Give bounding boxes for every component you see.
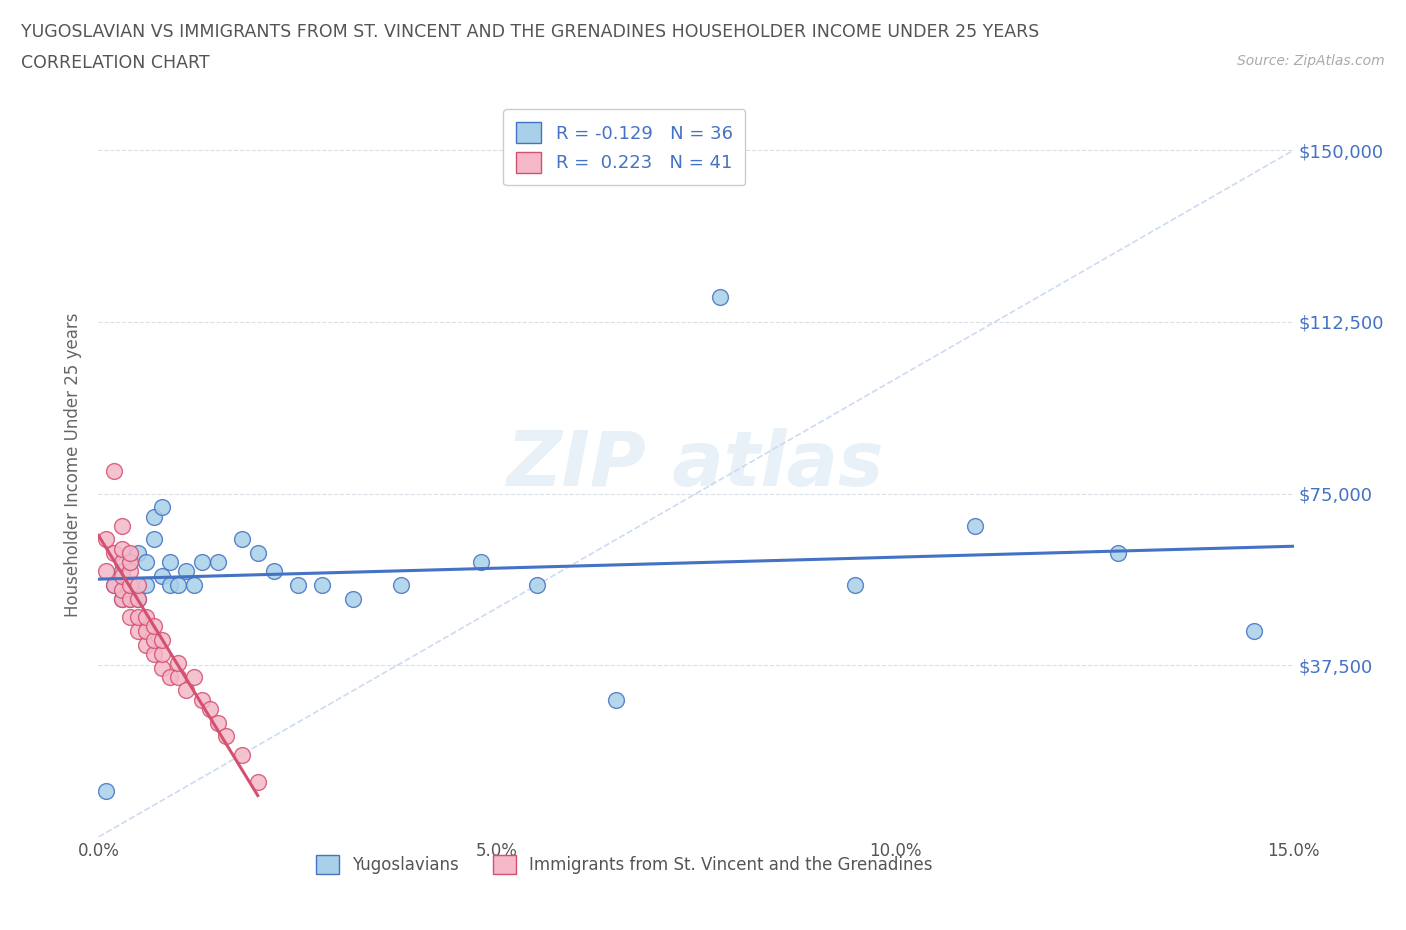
Point [167,578,190,592]
Legend: Yugoslavians, Immigrants from St. Vincent and the Grenadines: Yugoslavians, Immigrants from St. Vincen… [309,848,939,881]
Point [135,637,157,652]
Point [111,518,134,533]
Point [135,578,157,592]
Point [127,578,149,592]
Point [159,555,181,570]
Point [150,500,173,515]
Point [263,564,285,578]
Point [111,582,134,597]
Point [111,568,134,583]
Point [470,555,492,570]
Point [174,683,197,698]
Point [111,564,134,578]
Point [143,646,166,661]
Point [120,610,142,625]
Point [198,701,221,716]
Text: YUGOSLAVIAN VS IMMIGRANTS FROM ST. VINCENT AND THE GRENADINES HOUSEHOLDER INCOME: YUGOSLAVIAN VS IMMIGRANTS FROM ST. VINCE… [21,23,1039,41]
Point [127,546,149,561]
Point [844,578,866,592]
Point [103,578,125,592]
Point [120,578,142,592]
Point [127,623,149,638]
Point [231,532,253,547]
Point [127,591,149,606]
Point [150,568,173,583]
Point [96,784,118,799]
Point [143,619,166,634]
Point [120,591,142,606]
Point [207,555,229,570]
Point [103,463,125,478]
Point [183,578,205,592]
Point [120,564,142,578]
Point [111,591,134,606]
Point [526,578,548,592]
Text: CORRELATION CHART: CORRELATION CHART [21,54,209,72]
Point [127,610,149,625]
Point [246,775,269,790]
Point [111,541,134,556]
Point [120,546,142,561]
Point [143,632,166,647]
Point [111,591,134,606]
Point [103,578,125,592]
Point [159,578,181,592]
Point [96,564,118,578]
Point [135,555,157,570]
Point [207,715,229,730]
Point [135,610,157,625]
Point [311,578,333,592]
Point [167,656,190,671]
Point [120,555,142,570]
Point [389,578,412,592]
Point [159,670,181,684]
Point [215,729,238,744]
Point [963,518,986,533]
Point [342,591,364,606]
Point [605,692,627,707]
Point [231,747,253,762]
Point [191,555,214,570]
Point [191,692,214,707]
Point [143,532,166,547]
Point [246,546,269,561]
Point [120,591,142,606]
Point [709,289,731,304]
Point [174,564,197,578]
Point [150,646,173,661]
Point [127,591,149,606]
Point [1243,623,1265,638]
Point [150,632,173,647]
Point [287,578,309,592]
Point [120,555,142,570]
Point [103,546,125,561]
Point [96,532,118,547]
Point [167,670,190,684]
Point [1107,546,1129,561]
Point [143,509,166,524]
Point [183,670,205,684]
Point [150,660,173,675]
Text: Source: ZipAtlas.com: Source: ZipAtlas.com [1237,54,1385,68]
Text: ZIP atlas: ZIP atlas [508,428,884,502]
Point [111,555,134,570]
Y-axis label: Householder Income Under 25 years: Householder Income Under 25 years [65,312,83,618]
Point [135,623,157,638]
